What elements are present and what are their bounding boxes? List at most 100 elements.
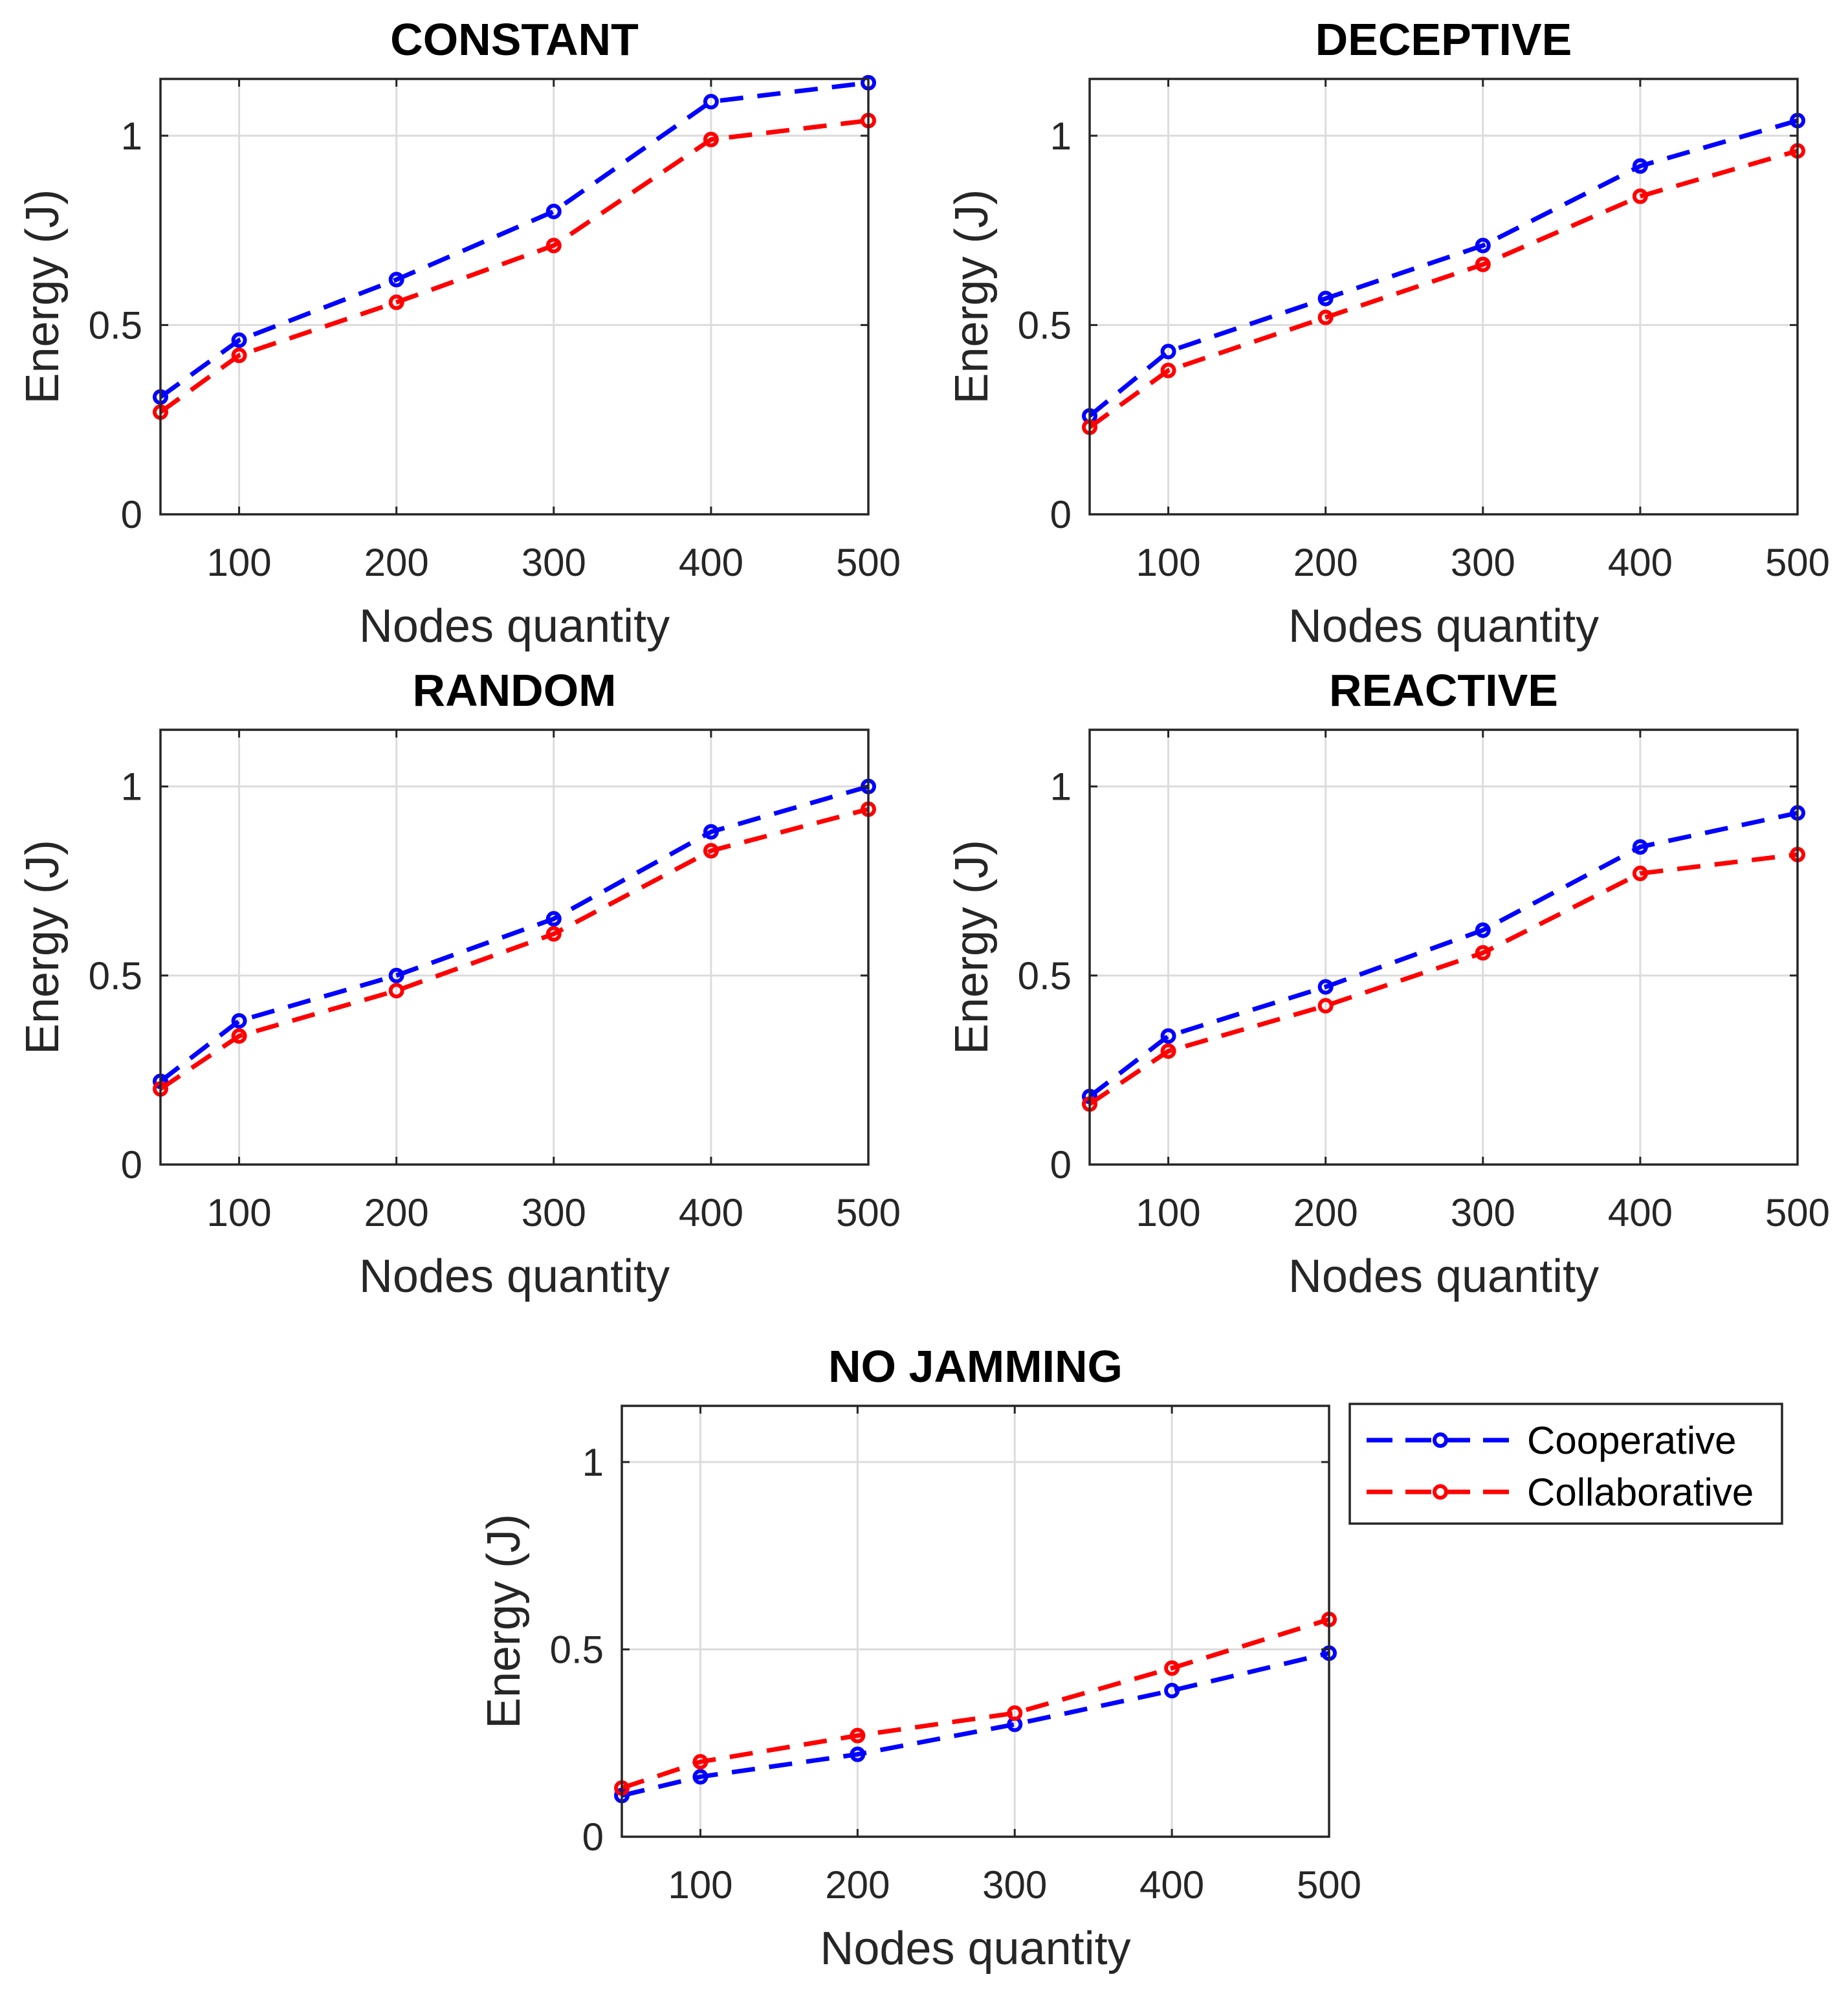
series-line-cooperative bbox=[621, 1650, 1330, 1798]
data-point-collaborative bbox=[388, 983, 404, 999]
x-axis-label: Nodes quantity bbox=[359, 1251, 670, 1302]
data-point-collaborative bbox=[850, 1727, 866, 1744]
series-line-collaborative bbox=[159, 118, 869, 414]
x-tick-label: 400 bbox=[1139, 1863, 1204, 1907]
x-tick-label: 400 bbox=[1608, 541, 1673, 584]
x-tick-label: 200 bbox=[1293, 541, 1358, 584]
data-point-collaborative bbox=[231, 1028, 247, 1044]
x-tick-label: 400 bbox=[1608, 1191, 1673, 1234]
legend-marker-collaborative bbox=[1433, 1484, 1448, 1500]
data-point-cooperative bbox=[545, 203, 562, 219]
y-tick-label: 0.5 bbox=[1018, 303, 1072, 347]
data-point-cooperative bbox=[1475, 237, 1491, 254]
data-point-collaborative bbox=[545, 237, 562, 254]
x-axis-label: Nodes quantity bbox=[1288, 600, 1599, 652]
series-line-collaborative bbox=[621, 1617, 1330, 1791]
x-tick-label: 100 bbox=[1136, 1191, 1201, 1234]
y-tick-label: 0 bbox=[1050, 1143, 1072, 1187]
data-point-cooperative bbox=[1317, 290, 1334, 307]
x-tick-label: 500 bbox=[1765, 541, 1830, 584]
y-tick-label: 1 bbox=[1050, 765, 1072, 809]
x-tick-label: 200 bbox=[1293, 1191, 1358, 1234]
data-point-collaborative bbox=[703, 131, 719, 148]
y-axis-label: Energy (J) bbox=[946, 189, 998, 404]
data-point-collaborative bbox=[1632, 188, 1648, 204]
data-point-cooperative bbox=[545, 911, 562, 927]
x-tick-label: 100 bbox=[207, 1191, 272, 1234]
series-line-collaborative bbox=[1088, 148, 1798, 430]
data-point-collaborative bbox=[1475, 256, 1491, 272]
data-point-cooperative bbox=[703, 94, 719, 110]
chart-panel-no-jamming: 100 200 300 400 500 0 0.5 1 NO JAMMING Nodes quan… bbox=[478, 1341, 1361, 1975]
data-point-cooperative bbox=[231, 332, 247, 348]
x-tick-label: 200 bbox=[364, 1191, 429, 1234]
series-line-cooperative bbox=[1088, 118, 1798, 418]
data-point-collaborative bbox=[1007, 1705, 1023, 1721]
axes-box bbox=[159, 78, 870, 516]
y-axis-label: Energy (J) bbox=[17, 840, 69, 1055]
x-tick-label: 200 bbox=[364, 541, 429, 584]
y-axis-label: Energy (J) bbox=[478, 1514, 530, 1729]
data-point-collaborative bbox=[692, 1754, 709, 1770]
plot-area bbox=[1090, 730, 1798, 1165]
plot-area bbox=[622, 1406, 1329, 1837]
data-point-collaborative bbox=[388, 294, 404, 311]
x-tick-label: 300 bbox=[982, 1863, 1047, 1907]
axes-box bbox=[159, 728, 870, 1166]
chart-title: CONSTANT bbox=[390, 14, 639, 65]
x-tick-label: 100 bbox=[668, 1863, 732, 1907]
axes-box bbox=[1088, 728, 1799, 1166]
data-point-collaborative bbox=[703, 842, 719, 859]
y-tick-label: 0 bbox=[121, 1143, 142, 1187]
y-tick-label: 1 bbox=[121, 115, 142, 158]
x-tick-label: 100 bbox=[207, 541, 272, 584]
chart-title: DECEPTIVE bbox=[1315, 14, 1572, 65]
legend-label-cooperative: Cooperative bbox=[1527, 1419, 1737, 1462]
data-point-cooperative bbox=[692, 1769, 709, 1785]
data-point-cooperative bbox=[1475, 922, 1491, 938]
x-tick-label: 300 bbox=[1451, 541, 1515, 584]
y-tick-label: 0.5 bbox=[89, 303, 142, 347]
x-tick-label: 500 bbox=[836, 541, 901, 584]
x-tick-label: 500 bbox=[836, 1191, 901, 1234]
data-point-cooperative bbox=[388, 272, 404, 288]
data-point-collaborative bbox=[1475, 945, 1491, 961]
y-axis-label: Energy (J) bbox=[946, 840, 998, 1055]
chart-panel-deceptive: 100 200 300 400 500 0 0.5 1 DECEPTIVE Nodes quant… bbox=[946, 14, 1830, 652]
legend-marker-cooperative bbox=[1433, 1432, 1448, 1448]
series-line-cooperative bbox=[159, 80, 869, 399]
data-point-collaborative bbox=[545, 926, 562, 942]
series-line-cooperative bbox=[1088, 811, 1798, 1099]
data-point-collaborative bbox=[1160, 362, 1176, 378]
legend: Cooperative Collaborative bbox=[1348, 1403, 1783, 1525]
x-axis-label: Nodes quantity bbox=[1288, 1251, 1599, 1302]
data-point-collaborative bbox=[1164, 1660, 1180, 1676]
plot-area bbox=[160, 79, 868, 514]
legend-box bbox=[1348, 1403, 1783, 1525]
y-tick-label: 1 bbox=[121, 765, 142, 809]
data-point-collaborative bbox=[1632, 866, 1648, 882]
data-point-cooperative bbox=[1160, 344, 1176, 360]
chart-panel-reactive: 100 200 300 400 500 0 0.5 1 REACTIVE Nodes quanti… bbox=[946, 665, 1830, 1302]
chart-panel-random: 100 200 300 400 500 0 0.5 1 RANDOM Nodes quantity… bbox=[17, 665, 901, 1302]
data-point-cooperative bbox=[1160, 1028, 1176, 1044]
data-point-collaborative bbox=[231, 347, 247, 364]
data-point-collaborative bbox=[1160, 1043, 1176, 1059]
y-tick-label: 0 bbox=[582, 1815, 604, 1859]
data-point-cooperative bbox=[388, 967, 404, 983]
x-axis-label: Nodes quantity bbox=[820, 1923, 1130, 1975]
plot-area bbox=[1090, 79, 1798, 514]
x-tick-label: 100 bbox=[1136, 541, 1201, 584]
data-point-cooperative bbox=[1317, 979, 1334, 995]
y-tick-label: 0.5 bbox=[550, 1628, 604, 1671]
chart-title: RANDOM bbox=[413, 665, 617, 716]
chart-title: REACTIVE bbox=[1329, 665, 1558, 716]
x-tick-label: 400 bbox=[679, 541, 743, 584]
y-tick-label: 0 bbox=[1050, 493, 1072, 536]
x-tick-label: 200 bbox=[825, 1863, 890, 1907]
data-point-cooperative bbox=[703, 824, 719, 840]
x-tick-label: 300 bbox=[522, 1191, 586, 1234]
axes-box bbox=[1088, 78, 1799, 516]
data-point-cooperative bbox=[1164, 1683, 1180, 1699]
